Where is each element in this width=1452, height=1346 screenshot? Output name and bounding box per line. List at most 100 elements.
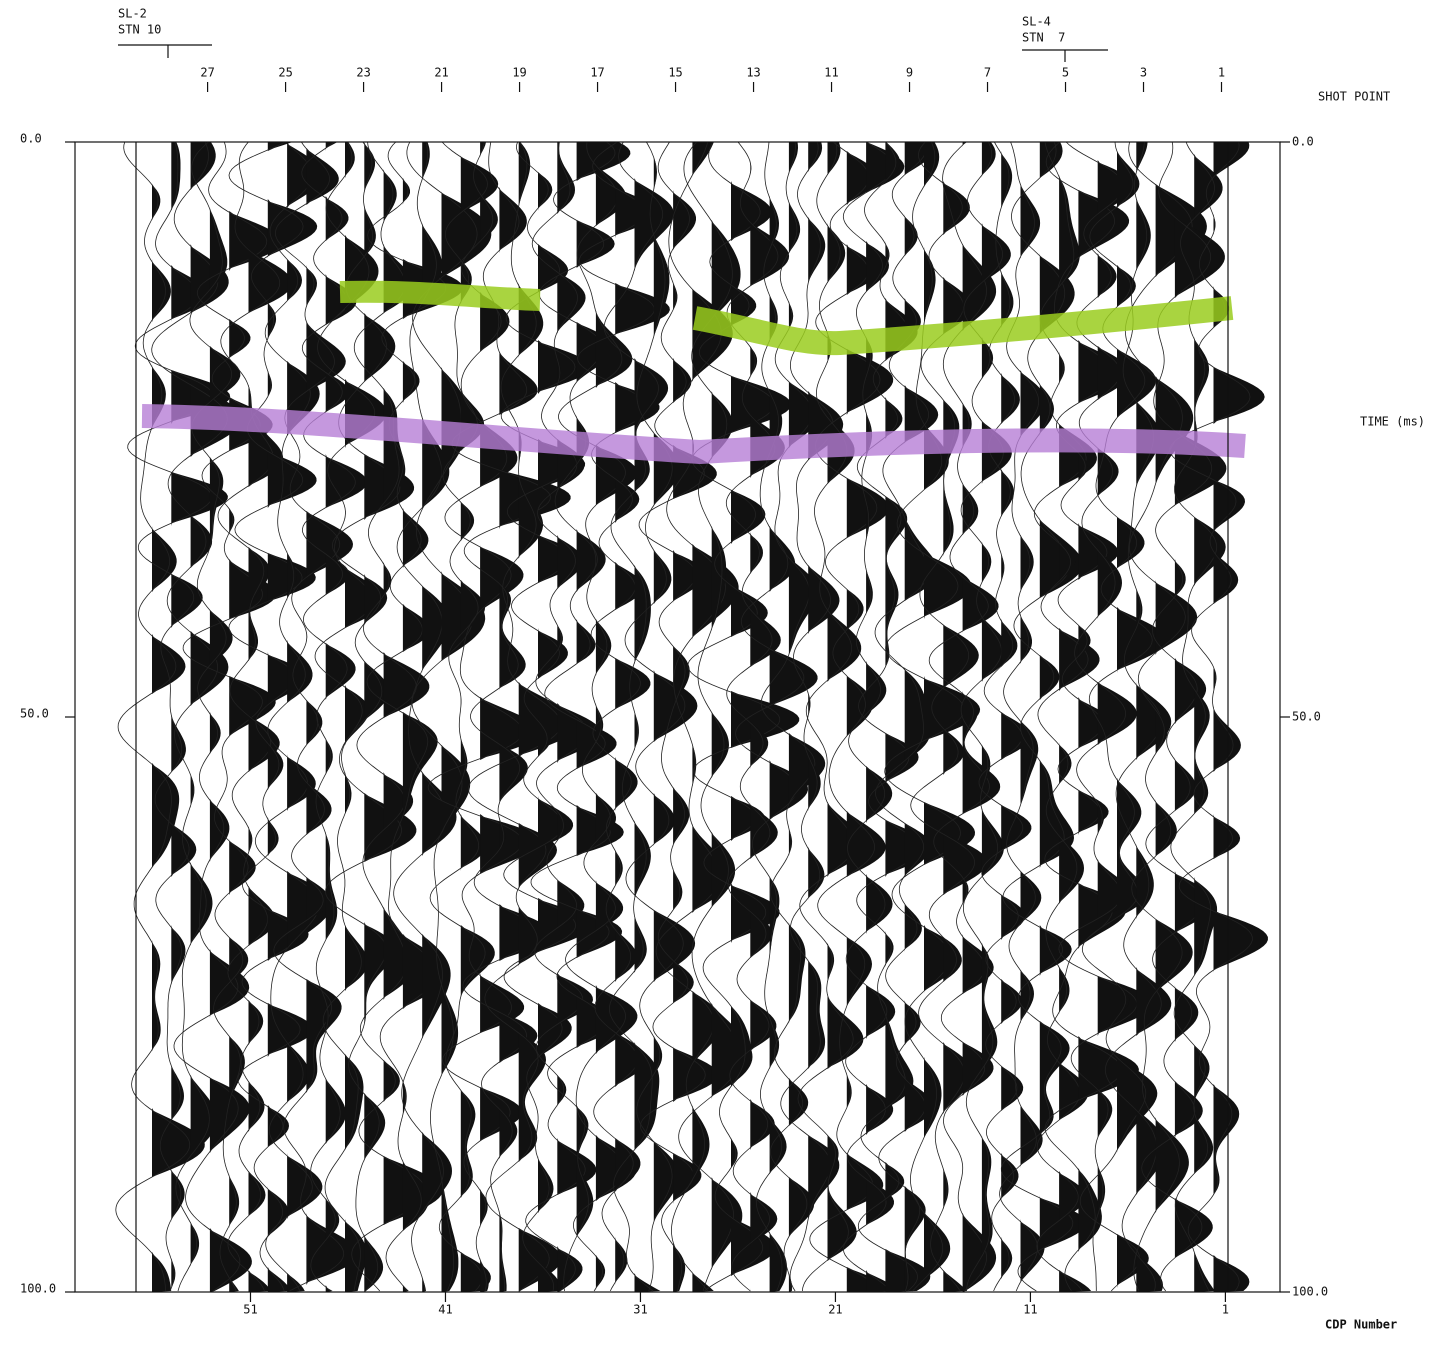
trace-wiggle — [797, 141, 855, 1292]
cdp-label: 1 — [1222, 1303, 1229, 1317]
trace-wiggle — [451, 141, 551, 1292]
trace-fill — [1059, 142, 1100, 1292]
purple-horizon — [141, 404, 1246, 465]
trace-wiggle — [217, 141, 281, 1292]
trace-fill — [402, 142, 463, 1292]
trace-wiggle — [1170, 141, 1218, 1292]
trace-fill — [1155, 142, 1207, 1292]
annotation-line: STN 10 — [118, 23, 161, 37]
trace-wiggle — [151, 141, 228, 1292]
green-horizon — [339, 280, 541, 311]
trace-fill — [1194, 142, 1226, 1292]
trace-fill — [827, 142, 865, 1292]
trace-fill — [209, 142, 252, 1292]
trace-fill — [480, 142, 540, 1292]
y-tick-label: 50.0 — [1292, 710, 1321, 724]
trace-wiggle — [500, 141, 577, 1292]
trace-wiggle — [558, 141, 626, 1292]
cdp-label: 11 — [1023, 1303, 1037, 1317]
y-tick-label: 100.0 — [20, 1282, 56, 1296]
trace-wiggle — [530, 141, 616, 1292]
y-tick-label: 100.0 — [1292, 1285, 1328, 1299]
trace-fill — [692, 142, 739, 1292]
trace-fill — [383, 142, 443, 1292]
y-tick-label: 0.0 — [20, 132, 42, 146]
annotation-line: SL-2 — [118, 7, 147, 21]
cdp-label: 21 — [828, 1303, 842, 1317]
trace-wiggle — [1124, 141, 1193, 1292]
trace-fill — [924, 142, 981, 1292]
trace-wiggle — [1169, 141, 1253, 1292]
trace-wiggle — [173, 141, 241, 1292]
trace-wiggle — [1141, 141, 1213, 1292]
annotation-line: SL-4 — [1022, 15, 1051, 29]
y-tick-label: 0.0 — [1292, 135, 1314, 149]
trace-fill — [653, 142, 698, 1292]
trace-wiggle — [351, 141, 427, 1292]
annotation-line: STN 7 — [1022, 31, 1065, 45]
bottom-axis-label: CDP Number — [1325, 1318, 1397, 1332]
shot-point-label: 17 — [590, 66, 604, 80]
annotation-bracket — [1022, 49, 1108, 62]
trace-wiggle — [603, 141, 664, 1292]
annotation: SL-2 STN 10 SL-4 STN 7 — [118, 7, 1108, 62]
trace-wiggle — [393, 141, 448, 1292]
trace-fill — [1020, 142, 1046, 1292]
trace-fill — [904, 142, 939, 1292]
trace-wiggle — [427, 141, 524, 1292]
trace-wiggle — [314, 141, 376, 1292]
trace-wiggle — [366, 141, 447, 1292]
shot-point-label: 11 — [824, 66, 838, 80]
trace-wiggle — [127, 141, 214, 1292]
trace-fill — [962, 142, 1001, 1292]
trace-wiggle — [638, 141, 706, 1292]
trace-wiggle — [624, 141, 686, 1292]
shot-point-label: 25 — [278, 66, 292, 80]
shot-point-label: 13 — [746, 66, 760, 80]
shot-point-label: 1 — [1218, 66, 1225, 80]
trace-wiggle — [678, 141, 742, 1292]
trace-fill — [711, 142, 753, 1292]
trace-fill — [1001, 142, 1032, 1292]
trace-wiggle — [525, 141, 589, 1292]
trace-wiggle — [182, 141, 268, 1292]
trace-fill — [788, 142, 826, 1292]
trace-fill — [306, 142, 359, 1292]
trace-wiggle — [325, 141, 402, 1292]
trace-fill — [846, 142, 894, 1292]
trace-fill — [518, 142, 578, 1292]
trace-fill — [866, 142, 905, 1292]
shot-point-label: 9 — [906, 66, 913, 80]
shot-point-label: 23 — [356, 66, 370, 80]
trace-wiggle — [406, 141, 478, 1292]
top-axis-label: SHOT POINT — [1318, 90, 1390, 104]
trace-fill — [595, 142, 638, 1292]
shot-point-label: 3 — [1140, 66, 1147, 80]
trace-fill — [422, 142, 457, 1292]
trace-wiggle — [429, 141, 488, 1292]
y-tick-label: 50.0 — [20, 707, 49, 721]
trace-fill — [1174, 142, 1227, 1292]
trace-fill — [731, 142, 800, 1292]
shot-point-label: 15 — [668, 66, 682, 80]
trace-wiggle — [577, 141, 655, 1292]
trace-fill — [287, 142, 332, 1292]
shot-point-label: 19 — [512, 66, 526, 80]
trace-fill — [538, 142, 591, 1292]
annotation-bracket — [118, 44, 212, 58]
cdp-label: 31 — [633, 1303, 647, 1317]
shot-point-label: 7 — [984, 66, 991, 80]
shot-point-label: 27 — [200, 66, 214, 80]
trace-wiggle — [228, 141, 304, 1292]
shot-point-label: 5 — [1062, 66, 1069, 80]
cdp-label: 51 — [243, 1303, 257, 1317]
trace-fill — [808, 142, 844, 1292]
cdp-label: 41 — [438, 1303, 452, 1317]
y-axis-label: TIME (ms) — [1360, 415, 1425, 429]
trace-fill — [885, 142, 932, 1292]
shot-point-label: 21 — [434, 66, 448, 80]
trace-wiggle — [254, 141, 320, 1292]
green-horizon — [692, 296, 1234, 356]
trace-fill — [750, 142, 790, 1292]
